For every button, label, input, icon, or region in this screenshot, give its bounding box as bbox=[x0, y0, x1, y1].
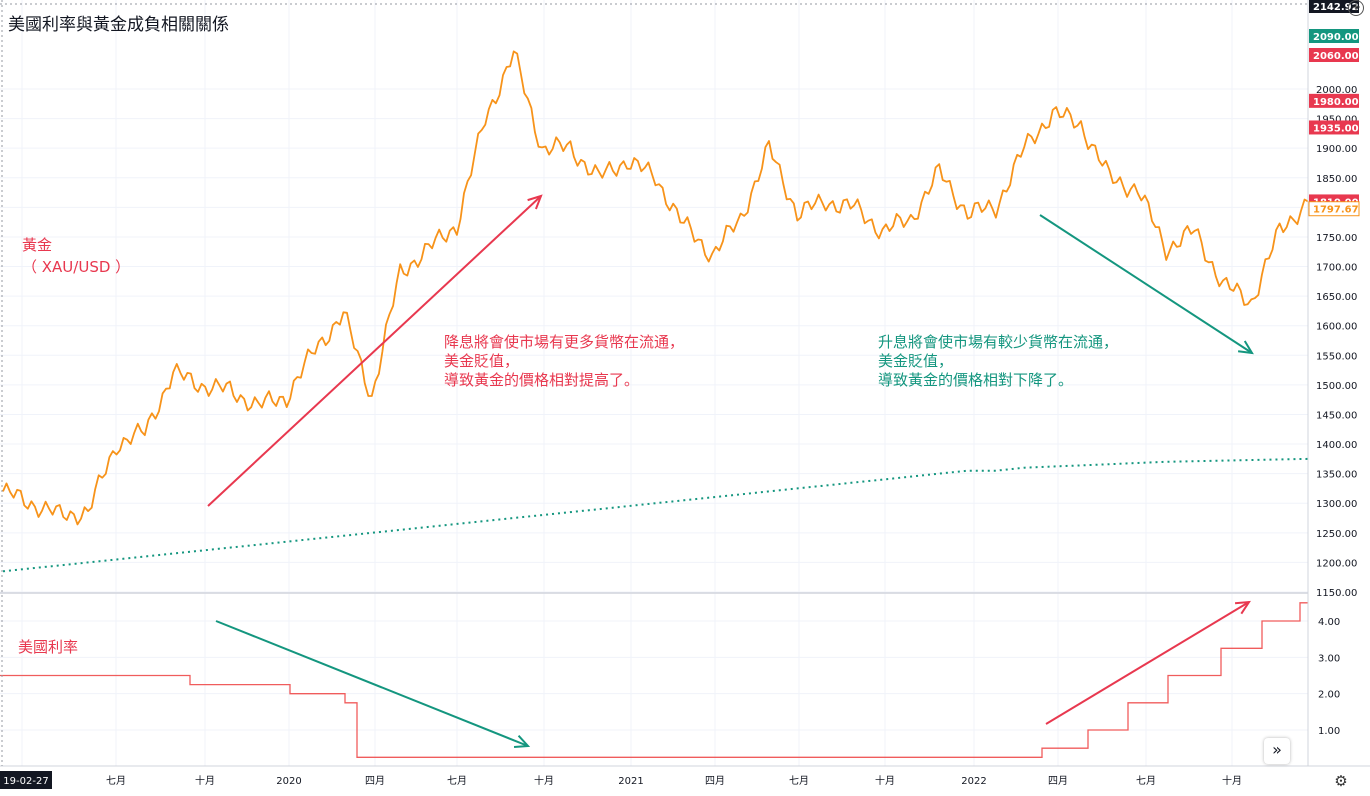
price-label-badge bbox=[1308, 201, 1360, 217]
price-label-badge bbox=[1309, 120, 1359, 135]
rate-down-arrow-head bbox=[513, 734, 531, 748]
y-tick-label: 1550.00 bbox=[1316, 351, 1357, 362]
y-tick-label: 1650.00 bbox=[1316, 292, 1357, 303]
x-tick-label: 十月 bbox=[875, 774, 895, 787]
y-tick-label: 1400.00 bbox=[1316, 440, 1357, 451]
x-tick-label: 2021 bbox=[618, 776, 643, 787]
grid-lines bbox=[0, 0, 1308, 766]
x-tick-label: 四月 bbox=[1048, 775, 1068, 787]
x-tick-label: 七月 bbox=[447, 775, 467, 787]
price-label: 1935.00 bbox=[1313, 123, 1359, 134]
price-label-badge bbox=[1309, 93, 1359, 108]
y-tick-label: 1700.00 bbox=[1316, 263, 1357, 274]
gold-down-arrow bbox=[1039, 214, 1253, 354]
y-tick-label: 1150.00 bbox=[1316, 588, 1357, 599]
y-tick-label: 1850.00 bbox=[1316, 174, 1357, 185]
price-label: 2090.00 bbox=[1313, 32, 1359, 43]
chart-title: 美國利率與黃金成負相關關係 bbox=[8, 15, 229, 35]
gold-label: 黃金 bbox=[22, 236, 53, 254]
us-rate-series bbox=[0, 602, 1308, 758]
rate-label: 美國利率 bbox=[18, 638, 79, 656]
rate-down-arrow bbox=[215, 620, 529, 747]
x-tick-label: 2020 bbox=[276, 776, 301, 787]
trend-series bbox=[2, 457, 1309, 573]
us-rate-line bbox=[0, 602, 1308, 758]
gold-trend-line bbox=[2, 457, 1309, 573]
date-badge bbox=[0, 771, 52, 789]
x-tick-label: 七月 bbox=[106, 775, 126, 787]
y-tick-label: 1350.00 bbox=[1316, 470, 1357, 481]
gold-price-series bbox=[2, 50, 1309, 526]
y-tick-label: 1250.00 bbox=[1316, 529, 1357, 540]
gold-symbol-label: （ XAU/USD ） bbox=[22, 258, 131, 276]
y-tick-label: 3.00 bbox=[1318, 653, 1340, 664]
y-tick-label: 1750.00 bbox=[1316, 233, 1357, 244]
x-tick-label: 四月 bbox=[705, 775, 725, 787]
y-tick-label: 1450.00 bbox=[1316, 410, 1357, 421]
y-tick-label: 1.00 bbox=[1318, 726, 1340, 737]
gold-up-arrow bbox=[207, 195, 542, 507]
x-tick-label: 十月 bbox=[195, 774, 215, 787]
rate-up-arrow bbox=[1045, 601, 1250, 725]
price-label: 1980.00 bbox=[1313, 97, 1359, 108]
price-label: 2142.92 bbox=[1313, 2, 1359, 13]
price-label-badge bbox=[1309, 0, 1359, 13]
rate-hike-annotation: 升息將會使市場有較少貨幣在流通， 美金貶值， 導致黃金的價格相對下降了。 bbox=[878, 333, 1119, 389]
rate-up-arrow-head bbox=[1234, 600, 1251, 615]
x-tick-label: 2022 bbox=[961, 776, 986, 787]
x-tick-label: 十月 bbox=[1222, 774, 1242, 787]
double-chevron-right-icon[interactable]: » bbox=[1264, 738, 1290, 764]
price-label-badge bbox=[1309, 29, 1359, 43]
gear-icon[interactable]: ⚙ bbox=[1334, 772, 1348, 790]
gold-price-line bbox=[2, 50, 1309, 526]
y-tick-label: 1950.00 bbox=[1316, 115, 1357, 126]
plus-circle-icon[interactable]: + bbox=[1348, 0, 1364, 16]
y-tick-label: 1300.00 bbox=[1316, 499, 1357, 510]
price-label-badge bbox=[1309, 48, 1359, 62]
y-tick-label: 4.00 bbox=[1318, 617, 1340, 628]
gold-down-arrow-head bbox=[1237, 340, 1254, 355]
gold-up-arrow-head bbox=[527, 194, 543, 210]
y-tick-label: 1600.00 bbox=[1316, 322, 1357, 333]
x-tick-label: 七月 bbox=[789, 775, 809, 787]
y-tick-label: 2000.00 bbox=[1316, 85, 1357, 96]
x-tick-label: 十月 bbox=[534, 774, 554, 787]
y-tick-label: 1200.00 bbox=[1316, 558, 1357, 569]
price-label: 2060.00 bbox=[1313, 51, 1359, 62]
y-tick-label: 2.00 bbox=[1318, 690, 1340, 701]
rate-cut-annotation: 降息將會使市場有更多貨幣在流通， 美金貶值， 導致黃金的價格相對提高了。 bbox=[444, 333, 685, 389]
y-tick-label: 1500.00 bbox=[1316, 381, 1357, 392]
annotation-arrows bbox=[207, 194, 1254, 748]
y-tick-label: 1900.00 bbox=[1316, 144, 1357, 155]
x-tick-label: 七月 bbox=[1136, 775, 1156, 787]
x-tick-label: 四月 bbox=[365, 775, 385, 787]
x-tick-label: 19-02-27 bbox=[3, 776, 48, 787]
price-label: 1797.67 bbox=[1313, 205, 1359, 216]
